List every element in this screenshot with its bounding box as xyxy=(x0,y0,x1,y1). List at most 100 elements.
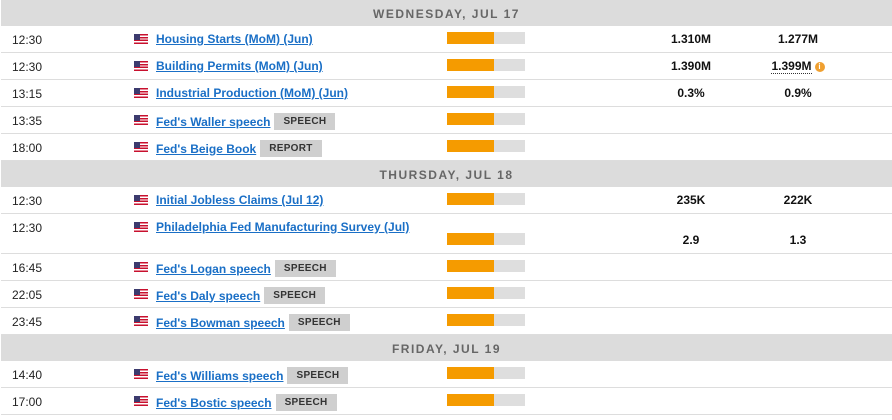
us-flag-icon xyxy=(134,88,148,98)
impact-bar-fill xyxy=(447,193,494,205)
event-row: 14:40 Fed's Williams speech SPEECH xyxy=(1,361,892,388)
impact-bar xyxy=(447,140,525,152)
consensus-value: 0.9% xyxy=(748,86,848,100)
event-cell: Industrial Production (MoM) (Jun) xyxy=(156,86,348,100)
event-row: 18:00 Fed's Beige Book REPORT xyxy=(1,134,892,161)
event-row: 12:30 Initial Jobless Claims (Jul 12) 235K… xyxy=(1,187,892,214)
event-time: 13:15 xyxy=(12,87,43,101)
event-row: 23:45 Fed's Bowman speech SPEECH xyxy=(1,308,892,335)
event-link[interactable]: Initial Jobless Claims (Jul 12) xyxy=(156,193,324,207)
day-header: FRIDAY, JUL 19 xyxy=(1,335,892,361)
consensus-value: 1.399M i xyxy=(748,59,848,74)
event-link[interactable]: Fed's Logan speech xyxy=(156,261,271,276)
event-link[interactable]: Fed's Daly speech xyxy=(156,288,261,303)
event-type-badge: SPEECH xyxy=(274,260,336,277)
actual-value: 235K xyxy=(676,193,706,207)
event-time: 14:40 xyxy=(12,368,43,382)
us-flag-icon xyxy=(134,115,148,125)
event-link[interactable]: Fed's Bowman speech xyxy=(156,315,285,330)
us-flag-icon xyxy=(134,61,148,71)
impact-bar-fill xyxy=(447,113,494,125)
impact-bar xyxy=(447,193,525,205)
impact-bar xyxy=(447,113,525,125)
impact-bar xyxy=(447,59,525,71)
impact-bar-fill xyxy=(447,233,494,245)
event-row: 13:35 Fed's Waller speech SPEECH xyxy=(1,107,892,134)
consensus-value: 1.277M xyxy=(748,32,848,46)
event-row: 12:30 Housing Starts (MoM) (Jun) 1.310M 1.2… xyxy=(1,26,892,53)
us-flag-icon xyxy=(134,142,148,152)
consensus-text: 1.399M xyxy=(771,59,812,74)
actual-value: 1.390M xyxy=(670,59,712,73)
impact-bar-fill xyxy=(447,260,494,272)
info-icon[interactable]: i xyxy=(814,62,825,72)
event-row: 13:15 Industrial Production (MoM) (Jun) 0.… xyxy=(1,80,892,107)
event-link[interactable]: Housing Starts (MoM) (Jun) xyxy=(156,32,313,46)
event-link[interactable]: Fed's Bostic speech xyxy=(156,395,272,410)
event-cell: Fed's Williams speech SPEECH xyxy=(156,367,349,384)
event-type-badge: SPEECH xyxy=(288,314,350,331)
event-cell: Philadelphia Fed Manufacturing Survey (J… xyxy=(156,220,409,234)
event-type-badge: SPEECH xyxy=(275,394,337,411)
event-type-badge: SPEECH xyxy=(274,113,336,130)
event-cell: Fed's Daly speech SPEECH xyxy=(156,287,326,304)
event-time: 12:30 xyxy=(12,33,43,47)
event-time: 12:30 xyxy=(12,221,43,235)
event-type-badge: SPEECH xyxy=(264,287,326,304)
us-flag-icon xyxy=(134,316,148,326)
event-link[interactable]: Philadelphia Fed Manufacturing Survey (J… xyxy=(156,220,410,234)
event-type-badge: REPORT xyxy=(260,140,322,157)
event-cell: Fed's Bostic speech SPEECH xyxy=(156,394,337,411)
event-time: 16:45 xyxy=(12,261,43,275)
us-flag-icon xyxy=(134,222,148,232)
impact-bar xyxy=(447,86,525,98)
impact-bar xyxy=(447,233,525,245)
impact-bar-fill xyxy=(447,394,494,406)
event-time: 22:05 xyxy=(12,288,43,302)
us-flag-icon xyxy=(134,289,148,299)
impact-bar-fill xyxy=(447,314,494,326)
us-flag-icon xyxy=(134,34,148,44)
us-flag-icon xyxy=(134,396,148,406)
impact-bar-fill xyxy=(447,287,494,299)
impact-bar-fill xyxy=(447,86,494,98)
day-header: WEDNESDAY, JUL 17 xyxy=(1,0,892,26)
consensus-text: 1.3 xyxy=(789,233,807,247)
event-link[interactable]: Fed's Waller speech xyxy=(156,114,271,129)
event-cell: Building Permits (MoM) (Jun) xyxy=(156,59,323,73)
consensus-value: 1.3 xyxy=(748,233,848,247)
event-cell: Fed's Logan speech SPEECH xyxy=(156,260,336,277)
impact-bar-fill xyxy=(447,59,494,71)
event-link[interactable]: Fed's Beige Book xyxy=(156,141,257,156)
event-link[interactable]: Building Permits (MoM) (Jun) xyxy=(156,59,323,73)
event-row: 22:05 Fed's Daly speech SPEECH xyxy=(1,281,892,308)
event-time: 13:35 xyxy=(12,114,43,128)
event-row: 12:30 Philadelphia Fed Manufacturing Surv… xyxy=(1,214,892,254)
event-link[interactable]: Industrial Production (MoM) (Jun) xyxy=(156,86,348,100)
us-flag-icon xyxy=(134,195,148,205)
impact-bar-fill xyxy=(447,32,494,44)
consensus-text: 222K xyxy=(783,193,813,207)
day-header: THURSDAY, JUL 18 xyxy=(1,161,892,187)
impact-bar xyxy=(447,287,525,299)
event-cell: Fed's Beige Book REPORT xyxy=(156,140,322,157)
event-row: 17:00 Fed's Bostic speech SPEECH xyxy=(1,388,892,415)
actual-value: 0.3% xyxy=(677,86,705,100)
event-cell: Fed's Bowman speech SPEECH xyxy=(156,314,350,331)
impact-bar xyxy=(447,32,525,44)
event-cell: Initial Jobless Claims (Jul 12) xyxy=(156,193,323,207)
event-row: 16:45 Fed's Logan speech SPEECH xyxy=(1,254,892,281)
us-flag-icon xyxy=(134,369,148,379)
impact-bar xyxy=(447,367,525,379)
event-link[interactable]: Fed's Williams speech xyxy=(156,368,284,383)
event-cell: Housing Starts (MoM) (Jun) xyxy=(156,32,313,46)
consensus-text: 0.9% xyxy=(784,86,812,100)
impact-bar xyxy=(447,260,525,272)
actual-value: 1.310M xyxy=(670,32,712,46)
event-row: 12:30 Building Permits (MoM) (Jun) 1.390M 1… xyxy=(1,53,892,80)
impact-bar-fill xyxy=(447,140,494,152)
event-time: 12:30 xyxy=(12,60,43,74)
event-type-badge: SPEECH xyxy=(287,367,349,384)
impact-bar-fill xyxy=(447,367,494,379)
